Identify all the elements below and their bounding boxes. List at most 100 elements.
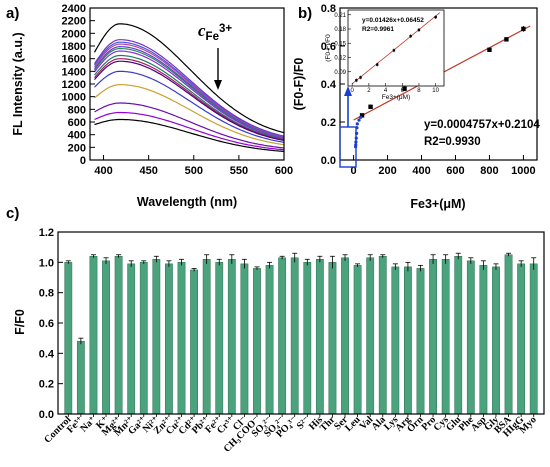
- calibration-y-ticks: 0.0 0.2 0.4 0.6 0.8: [321, 3, 345, 167]
- data-point: [368, 104, 373, 109]
- bar: [416, 268, 425, 415]
- y-tick-label: 0.6: [39, 318, 54, 330]
- inset-x-tick-label: 10: [432, 88, 439, 94]
- panel-label-b: b): [298, 5, 312, 22]
- y-tick-label: 0.4: [39, 348, 55, 360]
- x-tick-label: 800: [480, 165, 498, 177]
- spectrum-curve: [94, 54, 285, 141]
- bar: [429, 259, 437, 415]
- inset-x-ticks: 0 2 4 6 8 10: [351, 83, 440, 94]
- spectrum-curve: [94, 60, 285, 142]
- x-tick-label: 400: [412, 165, 430, 177]
- bar: [479, 265, 488, 415]
- x-tick-label: 1000: [511, 165, 535, 177]
- x-tick-label: 600: [446, 165, 464, 177]
- bar: [315, 259, 324, 415]
- bar: [89, 256, 98, 415]
- selectivity-category-labels: ControlFe³⁺Na⁺K⁺Mg²⁺Mn²⁺Ga²⁺Ni²⁺Zn²⁺Cu²⁺…: [42, 414, 539, 455]
- bar: [202, 259, 211, 415]
- spectrum-curve: [94, 47, 285, 139]
- bar: [303, 262, 312, 415]
- calibration-x-ticks: 0 200 400 600 800 1000: [351, 155, 536, 177]
- x-tick-label: 400: [94, 165, 112, 177]
- inset-point: [355, 79, 358, 82]
- y-tick-label: 2400: [62, 3, 86, 15]
- x-tick-label: 200: [378, 165, 396, 177]
- bar: [227, 259, 236, 415]
- inset-fit-line: [351, 12, 441, 85]
- spectrum-curve: [93, 23, 285, 134]
- low-range-highlight-box: [339, 126, 357, 168]
- panel-label-a: a): [6, 5, 19, 22]
- bar: [64, 262, 73, 415]
- inset-y-tick-label: 0.12: [334, 56, 346, 62]
- inset-x-tick-label: 4: [384, 88, 388, 94]
- spectra-y-axis-title: FL Intensity (a.u.): [11, 32, 25, 135]
- inset-y-tick-label: 0.21: [334, 13, 346, 19]
- bar: [152, 259, 161, 415]
- x-tick-label: 450: [139, 165, 157, 177]
- data-point: [487, 47, 492, 52]
- calibration-y-axis-title: (F0-F)/F0: [292, 58, 306, 111]
- y-tick-label: 800: [68, 104, 86, 116]
- y-tick-label: 600: [68, 117, 86, 129]
- y-tick-label: 1800: [62, 41, 86, 53]
- fe-concentration-annotation: cFe3+: [198, 21, 232, 90]
- inset-y-tick-label: 0.18: [334, 27, 346, 33]
- annotation-subscript: Fe: [206, 31, 219, 43]
- calibration-chart: 0 200 400 600 800 1000 0.0 0.2 0.4 0.6 0.8 y=0.00…: [292, 3, 540, 211]
- spectrum-curve: [94, 111, 285, 151]
- inset-point: [417, 28, 421, 32]
- y-tick-label: 400: [68, 130, 86, 142]
- y-tick-label: 2200: [62, 16, 86, 28]
- y-tick-label: 0.2: [321, 117, 336, 129]
- low-range-point: [357, 118, 361, 122]
- bar: [265, 265, 274, 415]
- y-tick-label: 2000: [62, 28, 86, 40]
- y-tick-label: 1.2: [39, 227, 54, 239]
- y-tick-label: 0.6: [321, 41, 336, 53]
- x-tick-label: 0: [351, 165, 357, 177]
- spectrum-curve: [94, 70, 285, 143]
- spectrum-curve: [94, 58, 285, 141]
- bar: [366, 257, 375, 415]
- spectra-chart: 400 450 500 550 600 020040060080010001200140…: [11, 3, 293, 209]
- bar: [127, 263, 136, 415]
- spectrum-curve: [94, 83, 285, 146]
- bar: [378, 256, 387, 415]
- annotation-superscript: 3+: [219, 23, 232, 35]
- bar: [454, 256, 463, 415]
- spectra-x-ticks: 400 450 500 550 600: [94, 155, 293, 177]
- spectrum-curve: [94, 118, 285, 152]
- inset-point: [359, 76, 362, 79]
- inset-point: [392, 49, 396, 52]
- bar: [102, 260, 110, 415]
- inset-equation: y=0.01426x+0.06452: [362, 17, 424, 24]
- bar: [517, 263, 526, 415]
- inset-x-tick-label: 8: [417, 88, 421, 94]
- y-tick-label: 200: [68, 142, 86, 154]
- bar: [504, 254, 513, 415]
- y-tick-label: 1000: [62, 92, 86, 104]
- inset-point: [434, 15, 437, 19]
- inset-y-axis-title: (F0-F)/F0: [325, 34, 332, 62]
- bar: [328, 262, 337, 415]
- y-tick-label: 0: [80, 155, 86, 167]
- inset-point: [376, 63, 379, 66]
- spectrum-curve: [94, 39, 285, 137]
- y-tick-label: 0.8: [39, 288, 54, 300]
- panel-label-c: c): [6, 205, 19, 222]
- y-tick-label: 0.0: [321, 155, 336, 167]
- inset-point: [409, 34, 412, 38]
- bar: [290, 257, 299, 415]
- y-tick-label: 1200: [62, 79, 86, 91]
- bar: [529, 263, 538, 415]
- data-point: [402, 86, 407, 91]
- low-range-point: [355, 122, 359, 126]
- annotation-c: c: [198, 21, 206, 40]
- bar: [190, 269, 198, 415]
- selectivity-y-axis-title: F/F0: [13, 309, 27, 335]
- y-tick-label: 0.2: [39, 379, 54, 391]
- low-range-point: [359, 115, 363, 119]
